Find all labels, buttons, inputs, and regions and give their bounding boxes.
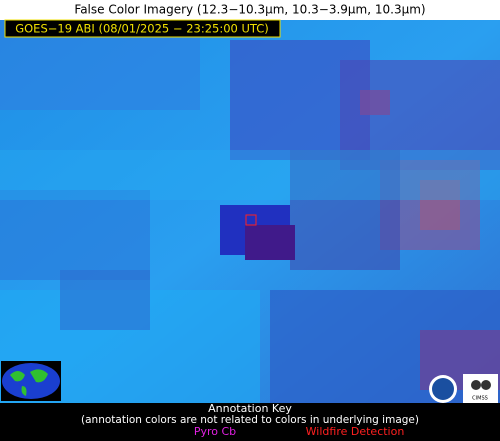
- logos: CIMSS: [429, 374, 498, 403]
- key-panel: [0, 403, 500, 441]
- key-item: Wildfire Detection: [306, 425, 405, 438]
- title: False Color Imagery (12.3−10.3µm, 10.3−3…: [74, 3, 425, 17]
- label-box: [4, 19, 281, 38]
- key-title: Annotation Key: [208, 402, 292, 415]
- key-item: Pyro Cb: [194, 425, 236, 438]
- key-note: (annotation colors are not related to co…: [81, 414, 419, 426]
- logo-text: CIMSS: [472, 396, 488, 402]
- image-label: GOES−19 ABI (08/01/2025 − 23:25:00 UTC): [15, 22, 269, 36]
- globe-icon: [1, 361, 61, 401]
- title-bar: [0, 0, 500, 20]
- satellite-image: [0, 20, 500, 403]
